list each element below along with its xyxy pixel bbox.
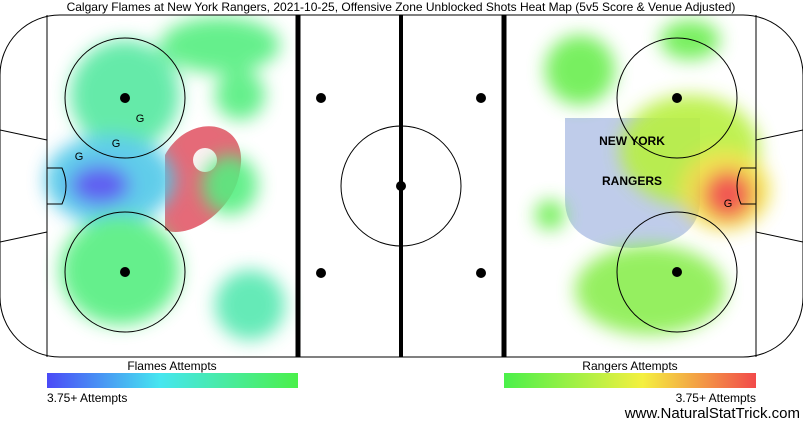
- logo-text: NEW YORK: [599, 134, 665, 148]
- legend-note: 3.75+ Attempts: [676, 391, 756, 405]
- legend-bar: [504, 373, 756, 388]
- legend-title: Rangers Attempts: [582, 359, 677, 373]
- goal-marker: G: [112, 138, 121, 150]
- goal-marker: G: [136, 113, 145, 125]
- watermark: www.NaturalStatTrick.com: [624, 405, 800, 422]
- legend-note: 3.75+ Attempts: [47, 391, 127, 405]
- title: Calgary Flames at New York Rangers, 2021…: [67, 0, 736, 14]
- rink-lines: [0, 14, 803, 358]
- faceoff-dots: [120, 93, 682, 278]
- heat: NEW YORK RANGERS: [45, 17, 770, 340]
- goal-marker: G: [724, 198, 733, 210]
- goal-marker: G: [75, 151, 84, 163]
- logo-text: RANGERS: [602, 174, 662, 188]
- legend-title: Flames Attempts: [127, 359, 216, 373]
- legend-bar: [47, 373, 298, 388]
